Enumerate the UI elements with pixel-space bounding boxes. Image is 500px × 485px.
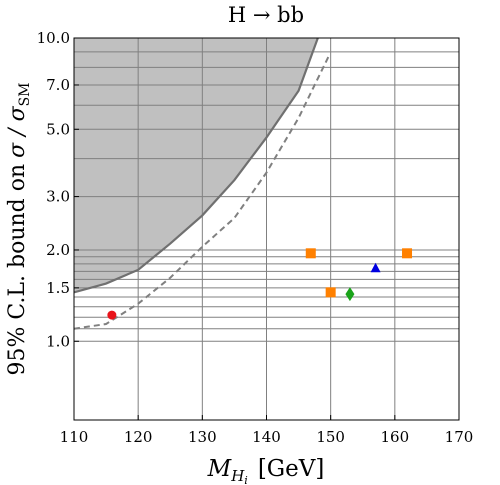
data-point-circle [107, 310, 117, 320]
data-point-diamond [345, 287, 355, 302]
y-tick-label: 2.0 [46, 241, 70, 259]
observed-limit-line [74, 38, 319, 294]
data-point-square [402, 248, 413, 259]
x-axis-title-m: M [207, 456, 233, 482]
x-tick-label: 150 [316, 428, 345, 446]
y-tick-label: 1.0 [46, 332, 70, 350]
x-tick-label: 130 [188, 428, 217, 446]
y-axis-title-sigma: σ / σ [5, 105, 30, 157]
y-tick-label: 1.5 [46, 279, 70, 297]
data-point-square [325, 287, 336, 298]
x-tick-label: 110 [60, 428, 89, 446]
x-axis-title-sub: H [230, 467, 245, 485]
x-tick-label: 140 [252, 428, 281, 446]
chart-title: H → bb [228, 3, 304, 27]
excluded-region [74, 38, 318, 293]
data-point-square [305, 248, 316, 259]
x-tick-label: 120 [124, 428, 153, 446]
expected-limit-line [74, 54, 331, 330]
x-tick-label: 160 [381, 428, 410, 446]
y-axis-title-sub: SM [17, 82, 33, 106]
y-tick-label: 7.0 [46, 76, 70, 94]
x-axis-title: MHi [GeV] [207, 456, 325, 485]
plot-area: 110 120 130 140 150 160 170 1.0 1.5 2.0 3.0 5.0 7.0 1… [37, 29, 474, 446]
data-point-triangle [370, 262, 381, 273]
y-tick-label: 3.0 [46, 188, 70, 206]
x-axis-title-unit: [GeV] [258, 456, 325, 482]
y-axis-title: 95% C.L. bound on σ / σSM [5, 82, 33, 375]
y-tick-label: 10.0 [37, 29, 70, 47]
x-axis-title-subsub: i [244, 474, 248, 485]
x-tick-label: 170 [445, 428, 474, 446]
y-axis-title-main: 95% C.L. bound on [5, 164, 30, 376]
y-tick-label: 5.0 [46, 120, 70, 138]
